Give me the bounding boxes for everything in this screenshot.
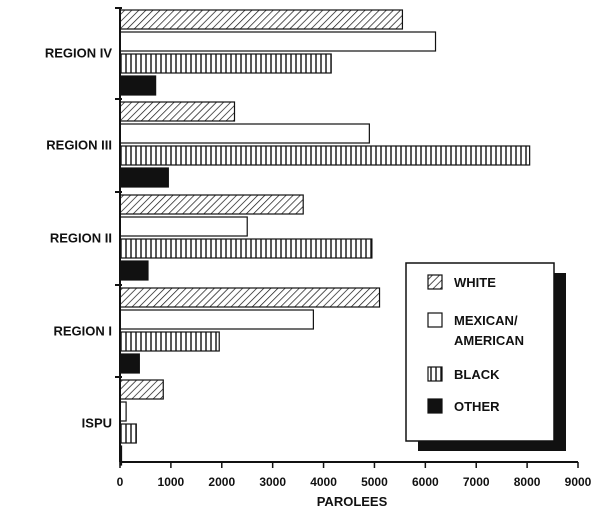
bar-region-i-other — [119, 353, 140, 374]
x-tick-label: 2000 — [208, 475, 235, 489]
bar-region-ii-white — [119, 194, 304, 215]
legend-swatch-white — [427, 274, 443, 290]
bar-region-iii-other — [119, 167, 169, 188]
bar-region-iv-mexican-american — [119, 31, 437, 52]
bar-region-iv-white — [119, 9, 404, 30]
legend-swatch-mexican-american — [427, 312, 443, 328]
bar-region-ii-black — [119, 238, 373, 259]
legend-label-black: BLACK — [454, 367, 500, 382]
x-tick-label: 8000 — [514, 475, 541, 489]
x-tick-label: 4000 — [310, 475, 337, 489]
bar-region-i-mexican-american — [119, 309, 314, 330]
category-label-ispu: ISPU — [82, 416, 112, 431]
x-tick-label: 1000 — [158, 475, 185, 489]
bar-region-i-black — [119, 331, 220, 352]
bar-region-iv-other — [119, 75, 157, 96]
x-tick-label: 3000 — [259, 475, 286, 489]
bar-region-iii-black — [119, 145, 531, 166]
category-label-region-iv: REGION IV — [45, 46, 113, 61]
x-axis-title: PAROLEES — [317, 494, 388, 509]
legend-swatch-black — [427, 366, 443, 382]
x-tick-label: 5000 — [361, 475, 388, 489]
bar-region-iv-black — [119, 53, 332, 74]
bar-region-i-white — [119, 287, 381, 308]
x-tick-label: 6000 — [412, 475, 439, 489]
bar-ispu-white — [119, 379, 164, 400]
x-tick-label: 0 — [117, 475, 124, 489]
bar-region-iii-mexican-american — [119, 123, 370, 144]
x-tick-label: 9000 — [565, 475, 592, 489]
legend-swatch-other — [427, 398, 443, 414]
category-label-region-i: REGION I — [53, 324, 112, 339]
bar-region-ii-mexican-american — [119, 216, 248, 237]
legend-label-mexican-american: MEXICAN/AMERICAN — [454, 313, 524, 348]
category-label-region-ii: REGION II — [50, 231, 112, 246]
bar-ispu-black — [119, 423, 137, 444]
bar-region-ii-other — [119, 260, 149, 281]
bar-region-iii-white — [119, 101, 236, 122]
x-tick-label: 7000 — [463, 475, 490, 489]
legend-label-white: WHITE — [454, 275, 496, 290]
legend-label-other: OTHER — [454, 399, 500, 414]
category-label-region-iii: REGION III — [46, 138, 112, 153]
